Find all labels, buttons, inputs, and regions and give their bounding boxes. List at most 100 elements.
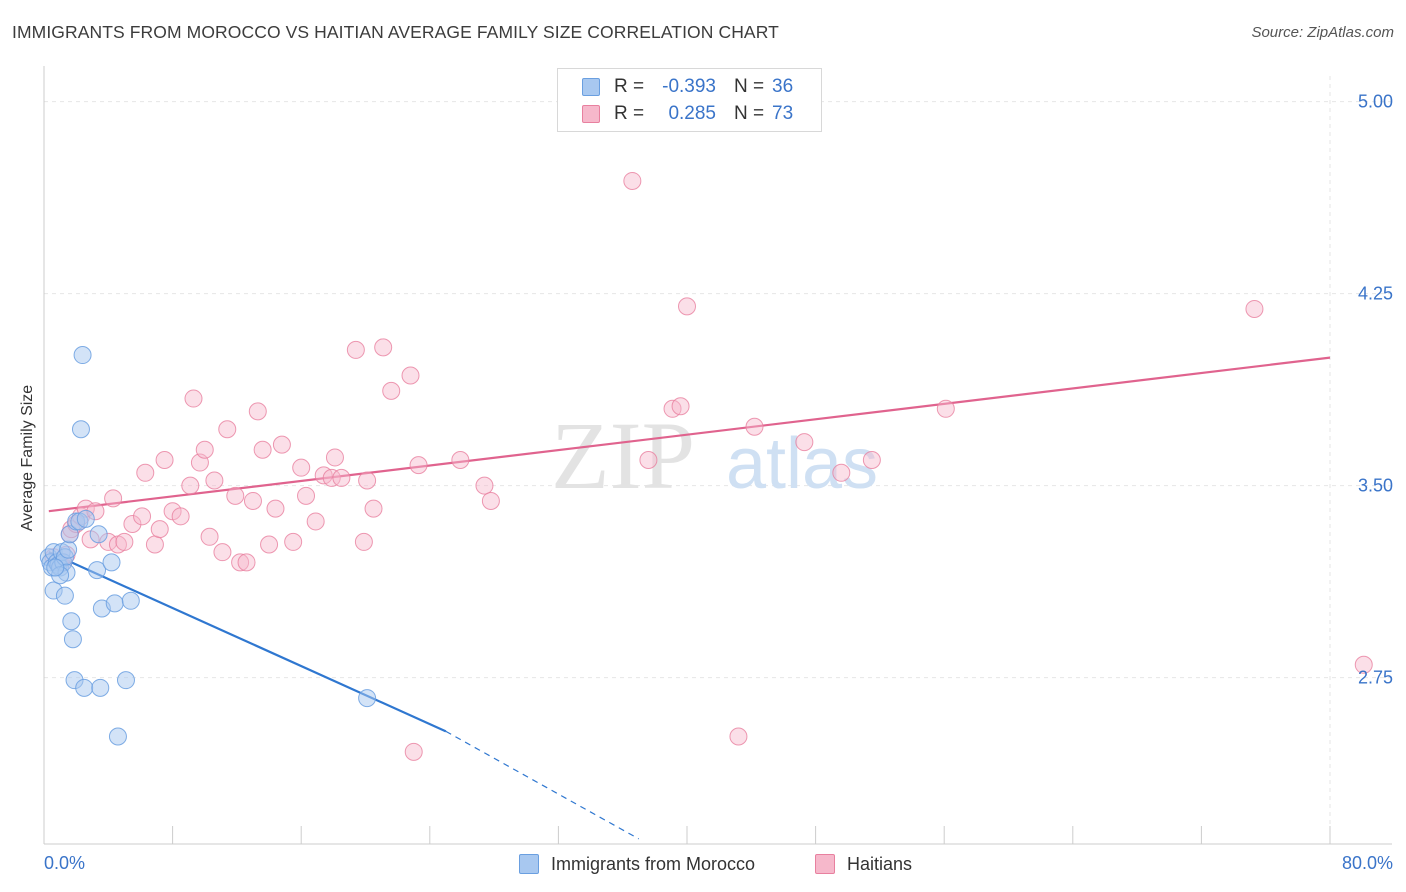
y-tick-label: 3.50: [1358, 476, 1393, 496]
y-tick-label: 5.00: [1358, 92, 1393, 112]
haitians-point: [382, 381, 401, 400]
haitians-point: [181, 476, 200, 495]
haitians-point: [475, 476, 494, 495]
morocco-trend-extension: [445, 730, 640, 840]
x-tick-label: 80.0%: [1342, 853, 1393, 873]
haitians-point: [213, 543, 232, 562]
haitians-point: [171, 507, 190, 526]
axes: [43, 66, 1392, 845]
legend-r-value: 0.285: [668, 103, 716, 124]
morocco-trend-line: [48, 551, 447, 733]
morocco-point: [89, 525, 108, 544]
haitians-point: [404, 742, 423, 761]
y-axis-label: Average Family Size: [19, 384, 36, 532]
legend-row-morocco: R = -0.393 N = 36: [582, 75, 793, 99]
morocco-point: [55, 586, 74, 605]
haitians-point: [745, 417, 764, 436]
haitians-point: [401, 366, 420, 385]
legend-item-haitians: Haitians: [815, 852, 912, 876]
haitians-point: [374, 338, 393, 357]
watermark: ZIP atlas: [551, 402, 878, 509]
morocco-point: [46, 558, 65, 577]
legend-n-label: N =: [734, 76, 765, 97]
legend-r-value: -0.393: [662, 76, 716, 97]
chart-source: Source: ZipAtlas.com: [1251, 24, 1394, 41]
haitians-point: [200, 527, 219, 546]
morocco-point: [102, 553, 121, 572]
haitians-point: [248, 402, 267, 421]
haitians-point: [104, 489, 123, 508]
legend-r-label: R =: [614, 76, 645, 97]
haitians-point: [325, 448, 344, 467]
haitians-point: [115, 532, 134, 551]
haitians-point: [364, 499, 383, 518]
morocco-point: [116, 671, 135, 690]
haitians-point: [266, 499, 285, 518]
morocco-point: [88, 561, 107, 580]
haitians-point: [292, 458, 311, 477]
legend-swatch-pink: [582, 105, 600, 123]
morocco-point: [63, 630, 82, 649]
morocco-point: [76, 509, 95, 528]
haitians-point: [623, 171, 642, 190]
watermark-atlas: atlas: [726, 424, 878, 504]
haitians-point: [481, 491, 500, 510]
legend-n-value: 73: [772, 103, 794, 124]
haitians-point: [284, 532, 303, 551]
legend-swatch-pink: [815, 854, 835, 874]
morocco-point: [73, 346, 92, 365]
morocco-point: [105, 594, 124, 613]
haitians-point: [205, 471, 224, 490]
trend-lines: [48, 356, 1331, 840]
morocco-point: [358, 689, 377, 708]
morocco-points: [39, 346, 377, 746]
y-tick-label: 2.75: [1358, 668, 1393, 688]
morocco-point: [108, 727, 127, 746]
haitians-point: [297, 486, 316, 505]
chart-title: IMMIGRANTS FROM MOROCCO VS HAITIAN AVERA…: [12, 22, 779, 42]
legend-label-morocco: Immigrants from Morocco: [551, 853, 756, 874]
x-tick-label: 0.0%: [44, 853, 85, 873]
legend-label-haitians: Haitians: [847, 853, 913, 874]
legend-swatch-blue: [582, 78, 600, 96]
haitians-point: [795, 433, 814, 452]
haitians-point: [306, 512, 325, 531]
haitians-point: [133, 507, 152, 526]
haitians-point: [832, 463, 851, 482]
correlation-legend: R = -0.393 N = 36 R = 0.285 N = 73: [557, 68, 822, 132]
legend-item-morocco: Immigrants from Morocco: [519, 852, 755, 876]
haitians-point: [260, 535, 279, 554]
morocco-point: [62, 612, 81, 631]
haitians-point: [272, 435, 291, 454]
legend-swatch-blue: [519, 854, 539, 874]
haitians-point: [358, 471, 377, 490]
haitians-point: [451, 451, 470, 469]
haitians-point: [145, 535, 164, 554]
haitians-point: [150, 520, 169, 539]
haitians-point: [136, 463, 155, 482]
haitians-point: [195, 440, 214, 459]
haitians-point: [862, 451, 881, 469]
y-tick-label: 4.25: [1358, 284, 1393, 304]
watermark-zip: ZIP: [551, 402, 695, 509]
haitians-trend-line: [48, 356, 1331, 513]
morocco-point: [71, 420, 90, 439]
haitians-points: [44, 171, 1373, 761]
haitians-point: [322, 468, 341, 487]
haitians-point: [346, 340, 365, 359]
morocco-point: [75, 678, 94, 697]
haitians-point: [155, 451, 174, 469]
legend-row-haitians: R = 0.285 N = 73: [582, 102, 793, 126]
haitians-point: [671, 397, 690, 416]
legend-n-label: N =: [734, 103, 765, 124]
morocco-point: [121, 591, 140, 610]
haitians-point: [678, 297, 696, 316]
haitians-point: [409, 456, 428, 475]
haitians-point: [354, 532, 373, 551]
morocco-point: [91, 678, 110, 697]
haitians-point: [243, 491, 262, 510]
tick-labels: 2.75 3.50 4.25 5.00 0.0% 80.0%: [44, 92, 1393, 873]
morocco-point: [59, 540, 78, 559]
haitians-point: [332, 468, 351, 487]
